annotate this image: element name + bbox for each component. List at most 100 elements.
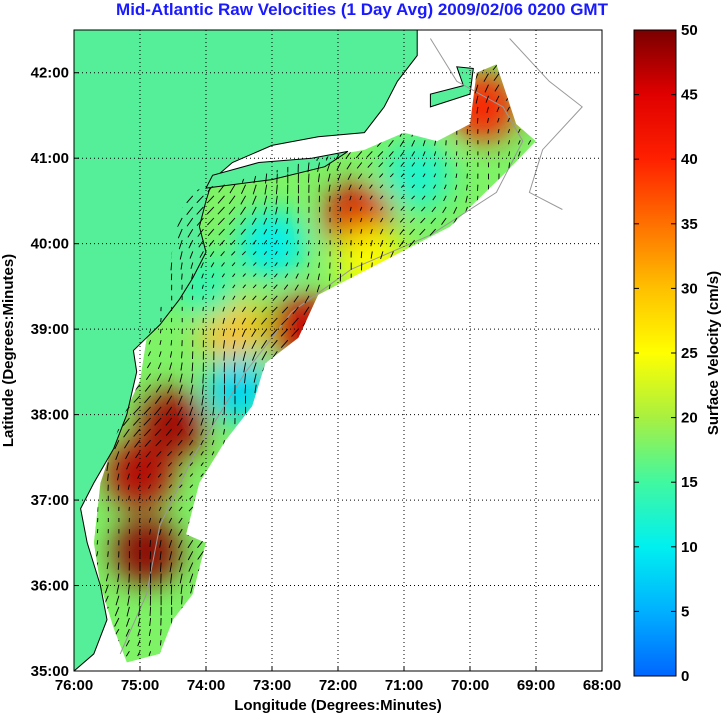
velocity-vector [474,84,479,94]
velocity-vector [158,517,162,524]
velocity-vector [263,195,268,205]
velocity-vector [231,251,236,256]
velocity-vector [422,173,426,178]
velocity-vector [149,529,152,535]
velocity-vector [143,406,151,415]
velocity-vector [138,495,141,500]
velocity-vector [303,306,310,315]
velocity-vector [137,484,141,490]
velocity-vector [260,339,268,349]
velocity-vector [275,206,278,215]
velocity-vector [138,506,141,511]
velocity-vector [228,206,236,215]
velocity-vector [115,451,120,460]
velocity-vector [158,506,162,512]
velocity-vector [190,584,194,594]
colorbar-ticks: 0 5 10 15 20 25 30 35 40 45 50 [634,22,698,685]
velocity-vector [222,284,225,289]
velocity-vector [189,495,194,500]
velocity-vector [347,173,352,180]
velocity-vector [242,284,246,289]
velocity-vector [348,184,352,191]
velocity-vector [122,417,130,426]
velocity-vector [128,573,130,583]
x-tick-label: 72:00 [319,677,357,694]
velocity-vector [240,228,246,235]
velocity-vector [211,428,215,436]
velocity-vector [169,562,173,573]
velocity-vector [240,206,246,215]
velocity-vector [508,162,511,169]
velocity-vector [177,417,183,426]
x-tick-label: 76:00 [55,677,93,694]
velocity-vector [286,217,289,224]
velocity-vector [307,162,310,173]
velocity-vector [377,151,384,158]
velocity-vector [294,284,299,291]
velocity-vector [380,251,384,260]
velocity-vector [285,251,289,256]
velocity-vector [157,362,162,370]
velocity-vector [495,95,500,102]
velocity-vector [146,362,151,369]
velocity-vector [494,84,500,92]
velocity-vector [211,451,215,456]
velocity-vector [191,373,194,384]
velocity-vector [157,473,162,478]
velocity-vector [191,284,194,290]
velocity-vector [222,329,225,337]
velocity-vector [252,251,257,256]
velocity-vector [177,395,183,406]
velocity-vector [148,495,152,500]
velocity-vector [158,528,162,536]
velocity-vector [251,306,257,313]
velocity-vector [179,562,183,573]
velocity-vector [199,251,204,258]
velocity-vector [263,251,268,255]
velocity-vector [400,151,405,157]
velocity-vector [366,151,373,158]
bathymetry-contour [509,38,583,210]
velocity-vector [254,384,257,393]
velocity-vector [125,651,130,657]
velocity-vector [389,162,394,168]
velocity-vector [177,439,183,446]
velocity-vector [251,217,257,225]
velocity-vector [465,195,468,203]
velocity-vector [168,528,173,536]
velocity-hotspot [139,389,207,458]
velocity-vector [274,240,278,245]
velocity-vector [170,262,173,271]
velocity-vector [442,206,447,214]
velocity-vector [454,184,458,190]
velocity-vector [178,384,183,395]
velocity-base [93,64,537,663]
velocity-vector [443,184,447,190]
x-tick-label: 75:00 [121,677,159,694]
velocity-vector [399,228,405,235]
velocity-vector [156,373,162,382]
velocity-vector [358,184,363,190]
velocity-vector [455,162,458,167]
velocity-vector [232,273,236,278]
velocity-vector [127,584,130,595]
velocity-vector [106,562,109,570]
velocity-vector [286,228,289,234]
velocity-vector [168,517,173,524]
velocity-vector [166,395,173,405]
velocity-vector [127,595,130,606]
velocity-vector [137,651,141,657]
velocity-vector [178,462,183,467]
colorbar-tick-label: 30 [681,280,698,297]
velocity-vector [196,217,204,226]
velocity-vector [274,217,278,225]
velocity-vector [263,217,268,225]
velocity-vector [117,573,120,583]
velocity-vector [156,451,162,457]
velocity-vector [261,351,268,361]
velocity-vector [444,173,447,178]
velocity-vector [420,217,426,224]
velocity-vector [217,217,225,226]
velocity-vector [144,384,151,392]
velocity-vector [232,340,236,349]
